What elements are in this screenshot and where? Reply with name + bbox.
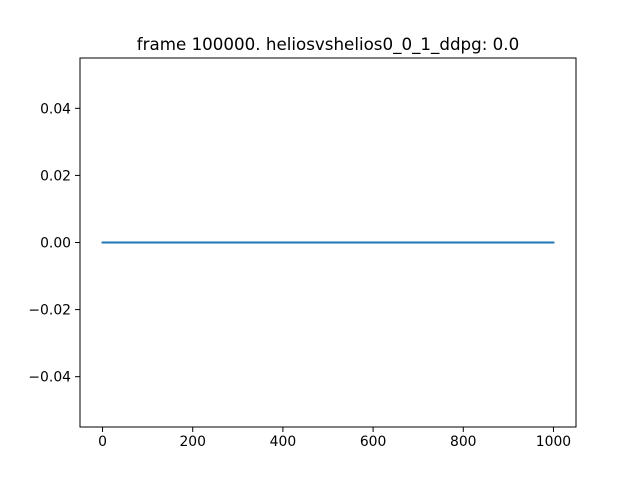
- plot-area: 0 200 400 600 800 1000 0.04 0.02 0.00 −0.02 −0.04: [28, 57, 577, 450]
- x-tick-label: 200: [179, 434, 206, 450]
- x-tick-label: 1000: [536, 434, 571, 450]
- chart-title: frame 100000. heliosvshelios0_0_1_ddpg: …: [137, 34, 519, 55]
- y-tick-label: 0.00: [40, 236, 71, 252]
- x-tick-label: 600: [360, 434, 387, 450]
- y-tick-label: −0.04: [28, 370, 71, 386]
- x-tick-label: 400: [270, 434, 297, 450]
- y-tick-label: 0.02: [40, 168, 71, 184]
- x-tick-label: 800: [450, 434, 477, 450]
- x-tick-label: 0: [98, 434, 107, 450]
- y-tick-label: 0.04: [40, 101, 71, 117]
- y-tick-label: −0.02: [28, 303, 71, 319]
